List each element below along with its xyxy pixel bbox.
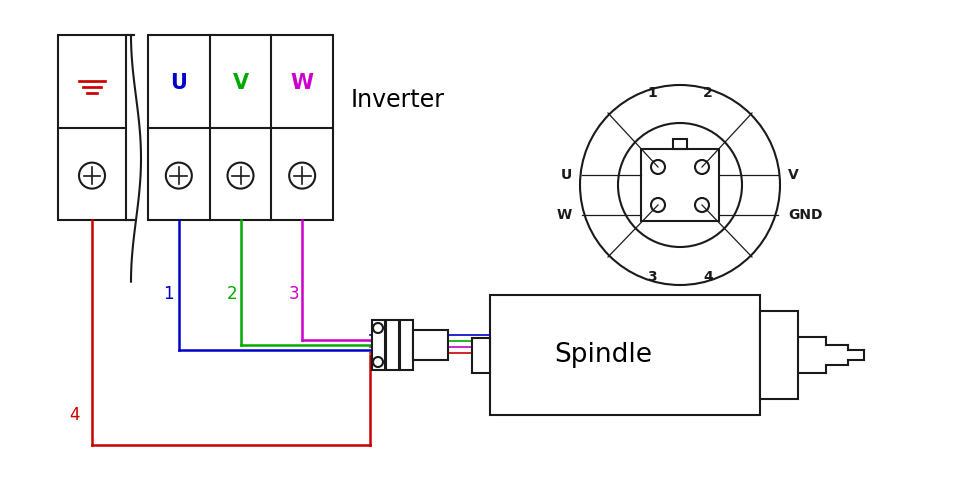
- Text: Spindle: Spindle: [555, 342, 653, 368]
- Text: 2: 2: [703, 86, 713, 100]
- Bar: [760, 311, 798, 399]
- Circle shape: [580, 85, 780, 285]
- Text: V: V: [788, 168, 799, 182]
- Bar: [58, 35, 126, 220]
- Bar: [641, 149, 719, 221]
- Text: 4: 4: [69, 406, 80, 424]
- Text: 1: 1: [647, 86, 657, 100]
- Circle shape: [373, 323, 383, 333]
- Bar: [673, 139, 687, 149]
- Text: 4: 4: [703, 270, 713, 284]
- Text: W: W: [291, 73, 314, 93]
- Text: V: V: [232, 73, 249, 93]
- Bar: [372, 320, 385, 370]
- Text: Inverter: Inverter: [351, 88, 445, 112]
- Text: W: W: [557, 208, 572, 222]
- Bar: [472, 338, 490, 372]
- Bar: [148, 35, 333, 220]
- Bar: [490, 295, 760, 415]
- Text: U: U: [561, 168, 572, 182]
- Bar: [413, 330, 448, 360]
- Bar: [400, 320, 413, 370]
- Text: 2: 2: [228, 285, 238, 303]
- Text: 1: 1: [163, 285, 174, 303]
- Text: 3: 3: [289, 285, 300, 303]
- Text: GND: GND: [788, 208, 823, 222]
- Text: U: U: [170, 73, 187, 93]
- Circle shape: [373, 357, 383, 367]
- Bar: [386, 320, 399, 370]
- Text: 3: 3: [647, 270, 657, 284]
